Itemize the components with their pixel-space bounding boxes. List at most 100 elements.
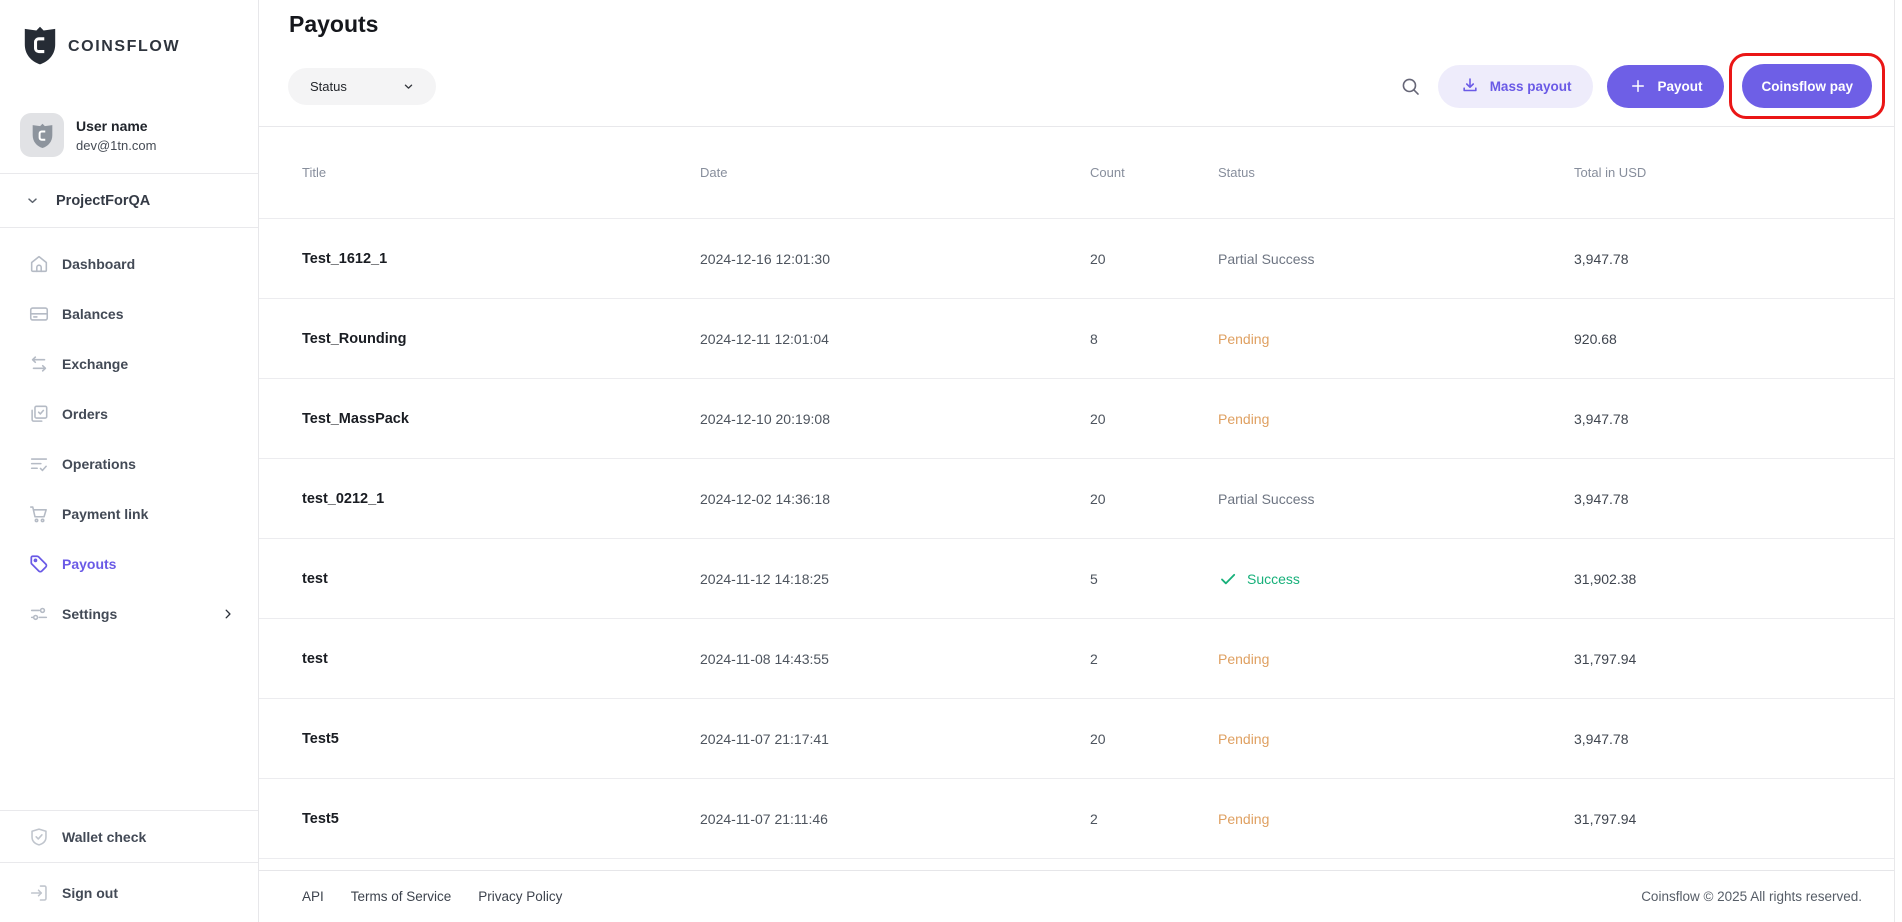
scrollbar[interactable] xyxy=(1894,0,1902,922)
row-date: 2024-11-07 21:17:41 xyxy=(700,730,829,747)
row-total: 31,797.94 xyxy=(1574,810,1637,827)
row-date: 2024-11-12 14:18:25 xyxy=(700,570,829,587)
table-row[interactable]: test 2024-11-12 14:18:25 5 Success 31,90… xyxy=(259,539,1894,619)
row-count: 2 xyxy=(1090,810,1098,827)
row-title: Test_1612_1 xyxy=(302,250,388,267)
sidebar-item-label: Dashboard xyxy=(62,256,136,272)
user-name: User name xyxy=(76,117,148,134)
sidebar-item-dashboard[interactable]: Dashboard xyxy=(0,239,258,289)
sidebar-item-label: Payouts xyxy=(62,556,117,572)
brand-logo[interactable]: COINSFLOW xyxy=(21,26,258,68)
sign-out-icon xyxy=(28,882,50,904)
row-title: test xyxy=(302,570,328,587)
row-status-label: Pending xyxy=(1218,330,1270,347)
row-title: test xyxy=(302,650,328,667)
row-total: 31,902.38 xyxy=(1574,570,1637,587)
coinsflow-pay-highlight-annotation: Coinsflow pay xyxy=(1729,53,1885,119)
row-count: 5 xyxy=(1090,570,1098,587)
brand-name: COINSFLOW xyxy=(68,38,181,55)
sidebar-item-exchange[interactable]: Exchange xyxy=(0,339,258,389)
row-status-label: Partial Success xyxy=(1218,250,1315,267)
sidebar-item-payouts[interactable]: Payouts xyxy=(0,539,258,589)
avatar xyxy=(20,113,64,157)
table-row[interactable]: test 2024-11-08 14:43:55 2 Pending 31,79… xyxy=(259,619,1894,699)
row-count: 8 xyxy=(1090,330,1098,347)
table-row[interactable]: Test_MassPack 2024-12-10 20:19:08 20 Pen… xyxy=(259,379,1894,459)
sidebar-item-label: Balances xyxy=(62,306,124,322)
row-date: 2024-11-08 14:43:55 xyxy=(700,650,829,667)
payout-label: Payout xyxy=(1657,78,1703,94)
row-status-label: Success xyxy=(1247,570,1300,587)
status-filter-dropdown[interactable]: Status xyxy=(288,67,436,105)
status-filter-label: Status xyxy=(310,78,347,94)
sidebar-item-label: Wallet check xyxy=(62,828,147,845)
table-row[interactable]: Test_1612_1 2024-12-16 12:01:30 20 Parti… xyxy=(259,219,1894,299)
shield-check-icon xyxy=(28,826,50,848)
column-header-status: Status xyxy=(1218,165,1255,180)
row-status-label: Pending xyxy=(1218,410,1270,427)
row-count: 20 xyxy=(1090,410,1106,427)
home-icon xyxy=(28,253,50,275)
sidebar-spacer xyxy=(0,639,258,810)
sidebar-item-label: Sign out xyxy=(62,884,118,901)
table-row[interactable]: test_0212_1 2024-12-02 14:36:18 20 Parti… xyxy=(259,459,1894,539)
user-email: dev@1tn.com xyxy=(76,137,157,153)
sidebar-item-orders[interactable]: Orders xyxy=(0,389,258,439)
row-status: Pending xyxy=(1218,811,1574,827)
sliders-icon xyxy=(28,603,50,625)
row-total: 3,947.78 xyxy=(1574,250,1629,267)
copyright-text: Coinsflow © 2025 All rights reserved. xyxy=(1641,889,1862,904)
row-title: Test_Rounding xyxy=(302,330,407,347)
sidebar: COINSFLOW User name dev@1tn.com ProjectF… xyxy=(0,0,259,922)
row-total: 3,947.78 xyxy=(1574,410,1629,427)
download-icon xyxy=(1460,76,1480,96)
column-header-date: Date xyxy=(700,165,728,180)
coinsflow-shield-icon xyxy=(21,24,59,71)
row-date: 2024-12-10 20:19:08 xyxy=(700,410,830,427)
row-status: Partial Success xyxy=(1218,251,1574,267)
row-status: Pending xyxy=(1218,331,1574,347)
table-row[interactable]: Test5 2024-11-07 21:11:46 2 Pending 31,7… xyxy=(259,779,1894,859)
column-header-title: Title xyxy=(302,165,327,180)
sidebar-item-label: Operations xyxy=(62,456,136,472)
row-date: 2024-12-16 12:01:30 xyxy=(700,250,830,267)
footer-links: API Terms of Service Privacy Policy xyxy=(302,889,562,904)
payout-button[interactable]: Payout xyxy=(1607,64,1725,108)
column-header-count: Count xyxy=(1090,165,1125,180)
row-count: 20 xyxy=(1090,490,1106,507)
coinsflow-pay-button[interactable]: Coinsflow pay xyxy=(1742,64,1872,108)
sidebar-item-settings[interactable]: Settings xyxy=(0,589,258,639)
sidebar-bottom-item-wallet-check[interactable]: Wallet check xyxy=(0,810,258,862)
row-total: 3,947.78 xyxy=(1574,490,1629,507)
cart-icon xyxy=(28,503,50,525)
user-meta: User name dev@1tn.com xyxy=(76,118,156,153)
toolbar-actions: Mass payout Payout Coinsflow pay xyxy=(1400,53,1885,119)
row-status: Pending xyxy=(1218,651,1574,667)
footer-link[interactable]: Terms of Service xyxy=(350,889,452,904)
sidebar-item-balances[interactable]: Balances xyxy=(0,289,258,339)
footer-link[interactable]: Privacy Policy xyxy=(478,889,563,904)
row-count: 20 xyxy=(1090,730,1106,747)
table-row[interactable]: Test5 2024-11-07 21:17:41 20 Pending 3,9… xyxy=(259,699,1894,779)
search-icon[interactable] xyxy=(1400,76,1421,97)
project-selector[interactable]: ProjectForQA xyxy=(0,173,258,228)
sidebar-item-payment-link[interactable]: Payment link xyxy=(0,489,258,539)
chevron-right-icon xyxy=(220,606,236,622)
user-profile[interactable]: User name dev@1tn.com xyxy=(20,113,258,157)
row-date: 2024-11-07 21:11:46 xyxy=(700,810,828,827)
row-status-label: Pending xyxy=(1218,650,1270,667)
row-title: Test5 xyxy=(302,810,339,827)
sidebar-bottom-item-sign-out[interactable]: Sign out xyxy=(0,862,258,922)
column-header-total: Total in USD xyxy=(1574,165,1647,180)
row-total: 920.68 xyxy=(1574,330,1617,347)
payouts-table: Test_1612_1 2024-12-16 12:01:30 20 Parti… xyxy=(259,219,1894,870)
toolbar: Status Mass payout Payout Coinsflow pay xyxy=(288,53,1885,119)
mass-payout-button[interactable]: Mass payout xyxy=(1437,64,1594,108)
sidebar-item-label: Settings xyxy=(62,606,118,622)
exchange-icon xyxy=(28,353,50,375)
table-row[interactable]: Test_Rounding 2024-12-11 12:01:04 8 Pend… xyxy=(259,299,1894,379)
sidebar-item-operations[interactable]: Operations xyxy=(0,439,258,489)
plus-icon xyxy=(1629,77,1647,95)
footer-link[interactable]: API xyxy=(302,889,324,904)
